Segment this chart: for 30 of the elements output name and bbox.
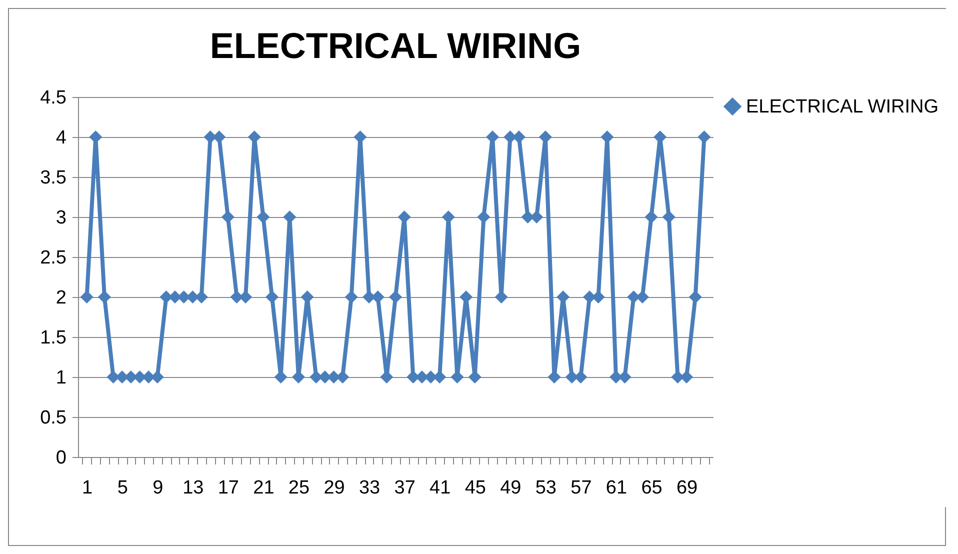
- x-tick-label: 1: [82, 478, 93, 498]
- y-tick-label: 3.5: [40, 168, 66, 188]
- x-tick-label: 65: [641, 478, 662, 498]
- chart-title: ELECTRICAL WIRING: [210, 25, 582, 66]
- legend-label: ELECTRICAL WIRING: [746, 96, 938, 118]
- x-tick-label: 13: [182, 478, 204, 498]
- x-tick-label: 9: [152, 478, 164, 498]
- x-tick-label: 61: [606, 478, 628, 498]
- y-tick-label: 3: [56, 208, 66, 228]
- y-tick-label: 1.5: [40, 328, 66, 348]
- x-tick-label: 57: [570, 478, 592, 498]
- x-tick-label: 25: [288, 478, 310, 498]
- x-tick-label: 49: [500, 478, 522, 498]
- y-tick-label: 4.5: [40, 88, 66, 108]
- x-tick-label: 21: [253, 478, 274, 498]
- x-tick-label: 45: [464, 478, 486, 498]
- x-tick-label: 53: [535, 478, 556, 498]
- x-tick-label: 33: [358, 478, 380, 498]
- y-tick-label: 2: [56, 288, 66, 308]
- y-tick-label: 0: [56, 448, 66, 468]
- x-tick-label: 69: [676, 478, 698, 498]
- x-tick-label: 37: [394, 478, 416, 498]
- y-tick-label: 2.5: [40, 248, 66, 268]
- x-tick-label: 17: [218, 478, 239, 498]
- y-tick-label: 4: [56, 128, 67, 148]
- y-tick-label: 1: [56, 368, 66, 388]
- x-tick-label: 29: [324, 478, 345, 498]
- y-tick-label: 0.5: [40, 408, 66, 428]
- x-tick-label: 41: [430, 478, 451, 498]
- x-tick-label: 5: [117, 478, 128, 498]
